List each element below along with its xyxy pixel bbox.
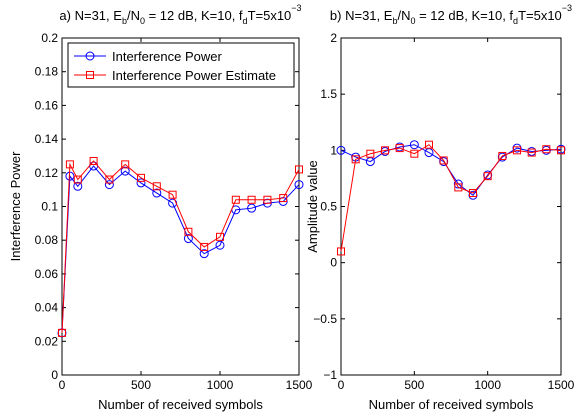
chart-title: a) N=31, Eb/N0 = 12 dB, K=10, fdT=5x10−3 <box>59 3 301 26</box>
legend-marker-circle <box>85 51 95 61</box>
y-tick-label: −1 <box>323 368 337 382</box>
data-point-square <box>498 151 507 160</box>
data-point-square <box>168 190 177 199</box>
x-tick-label: 500 <box>131 378 151 392</box>
y-tick-label: 0 <box>330 256 337 270</box>
chart-a: a) N=31, Eb/N0 = 12 dB, K=10, fdT=5x10−3… <box>8 3 313 412</box>
data-point-square <box>216 232 224 241</box>
data-point-circle <box>199 249 209 259</box>
y-tick-label: 0.12 <box>35 166 59 180</box>
data-point-square <box>337 247 345 256</box>
y-tick-label: 1 <box>330 143 337 157</box>
data-point-circle <box>120 166 130 176</box>
legend-label: Interference Power Estimate <box>112 68 276 83</box>
y-tick-label: 0.18 <box>35 65 59 79</box>
legend-label: Interference Power <box>112 49 223 64</box>
y-tick-label: 0.5 <box>320 200 337 214</box>
data-point-circle <box>183 234 193 244</box>
data-point-square <box>410 149 419 158</box>
x-tick-label: 1000 <box>207 378 234 392</box>
data-point-square <box>425 140 433 149</box>
legend-marker-square <box>86 71 94 79</box>
data-point-square <box>231 195 240 204</box>
data-point-square <box>152 182 161 191</box>
data-point-square <box>469 189 477 198</box>
series-line-0 <box>340 144 562 196</box>
x-tick-label: 0 <box>59 378 66 392</box>
data-point-square <box>279 194 288 203</box>
x-axis-label: Number of received symbols <box>369 397 534 412</box>
y-tick-label: −0.5 <box>313 312 337 326</box>
data-point-circle <box>336 145 346 155</box>
data-point-square <box>439 156 448 165</box>
plot-frame <box>340 37 562 376</box>
chart-title: b) N=31, Eb/N0 = 12 dB, K=10, fdT=5x10−3 <box>330 3 572 26</box>
data-point-square <box>105 175 114 184</box>
data-point-square <box>366 149 375 158</box>
series-line-1 <box>61 160 300 333</box>
data-point-square <box>557 146 565 155</box>
data-point-square <box>73 175 82 184</box>
data-point-square <box>247 195 256 204</box>
y-tick-label: 0.16 <box>35 98 59 112</box>
x-axis-label: Number of received symbols <box>98 397 263 412</box>
data-point-square <box>542 145 551 154</box>
data-point-circle <box>247 203 257 213</box>
data-point-square <box>184 227 193 236</box>
y-tick-label: 0.14 <box>35 132 59 146</box>
data-point-square <box>65 160 74 169</box>
y-tick-label: 0 <box>51 368 58 382</box>
x-tick-label: 1500 <box>286 378 313 392</box>
legend-box <box>67 42 295 88</box>
data-point-square <box>295 165 303 174</box>
data-point-circle <box>294 180 304 190</box>
chart-b: b) N=31, Eb/N0 = 12 dB, K=10, fdT=5x10−3… <box>305 3 575 412</box>
data-point-circle <box>73 181 83 191</box>
x-tick-label: 0 <box>338 378 345 392</box>
y-axis-label: Interference Power <box>8 151 23 262</box>
data-point-circle <box>409 140 419 150</box>
data-point-square <box>381 146 389 155</box>
x-tick-label: 1000 <box>474 378 501 392</box>
data-point-square <box>454 183 463 192</box>
y-tick-label: 0.08 <box>35 233 59 247</box>
y-tick-label: 1.5 <box>320 87 337 101</box>
data-point-square <box>263 195 272 204</box>
data-point-square <box>89 157 98 166</box>
x-tick-label: 1500 <box>548 378 575 392</box>
data-point-circle <box>136 178 146 188</box>
data-point-square <box>121 160 130 169</box>
data-point-square <box>200 242 209 251</box>
data-point-circle <box>215 240 225 250</box>
data-point-square <box>513 146 521 155</box>
y-tick-label: 0.04 <box>35 301 59 315</box>
data-point-square <box>351 155 360 164</box>
y-tick-label: 2 <box>330 31 337 45</box>
data-point-circle <box>104 180 114 190</box>
data-point-square <box>137 173 145 182</box>
y-tick-label: 0.06 <box>35 267 59 281</box>
y-axis-label: Amplitude value <box>305 160 320 253</box>
data-point-square <box>483 172 492 181</box>
data-point-square <box>395 144 404 153</box>
series-line-1 <box>340 144 562 252</box>
y-tick-label: 0.1 <box>41 200 58 214</box>
series-line-0 <box>61 165 300 333</box>
data-point-circle <box>152 188 162 198</box>
x-tick-label: 500 <box>404 378 424 392</box>
plot-frame <box>61 37 300 376</box>
y-tick-label: 0.2 <box>41 31 58 45</box>
y-tick-label: 0.02 <box>35 334 59 348</box>
data-point-square <box>527 148 536 157</box>
data-point-square <box>58 328 66 337</box>
